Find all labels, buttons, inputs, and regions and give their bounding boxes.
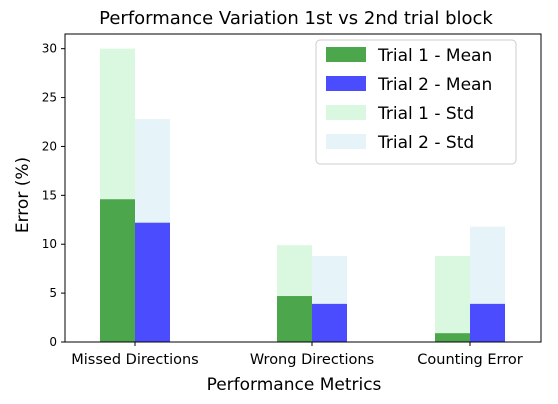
legend: Trial 1 - Mean Trial 2 - Mean Trial 1 - St… [315, 39, 517, 165]
legend-label: Trial 2 - Mean [377, 75, 492, 95]
plot-frame [64, 33, 542, 343]
x-tick-label: Counting Error [417, 352, 522, 368]
bar-trial-2-mean-0 [135, 222, 170, 342]
y-tick-label: 30 [42, 42, 57, 56]
legend-swatch [326, 76, 366, 91]
y-tick-label: 10 [42, 237, 57, 251]
legend-label: Trial 2 - Std [377, 133, 474, 153]
legend-swatch [326, 134, 366, 149]
axes: 0 5 10 15 20 25 30 Missed Directions Wrong Direc… [42, 33, 542, 368]
bar-trial-1-mean-0 [100, 199, 135, 342]
y-tick-label: 5 [49, 286, 57, 300]
bar-trial-1-mean-1 [277, 296, 312, 342]
y-tick-label: 20 [42, 139, 57, 153]
legend-swatch [326, 47, 366, 62]
legend-label: Trial 1 - Std [377, 104, 474, 124]
x-tick-label: Missed Directions [71, 352, 198, 368]
legend-label: Trial 1 - Mean [377, 46, 492, 66]
chart-title: Performance Variation 1st vs 2nd trial b… [99, 8, 493, 29]
bar-trial-2-mean-1 [312, 303, 347, 342]
mean-bars [100, 199, 505, 342]
y-axis-label: Error (%) [13, 157, 33, 233]
y-tick-label: 25 [42, 91, 57, 105]
bar-trial-2-mean-2 [470, 303, 505, 342]
x-tick-label: Wrong Directions [250, 352, 374, 368]
y-tick-label: 0 [49, 335, 57, 349]
y-tick-label: 15 [42, 188, 57, 202]
x-axis-label: Performance Metrics [207, 375, 382, 395]
legend-box [315, 39, 517, 165]
legend-swatch [326, 105, 366, 120]
bar-trial-1-mean-2 [435, 333, 470, 342]
bar-trial-1-std-2 [435, 255, 470, 342]
